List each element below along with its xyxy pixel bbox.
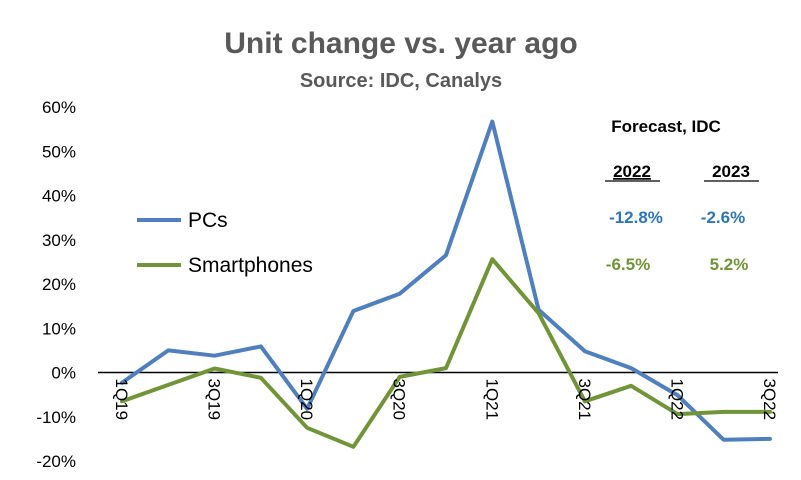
chart-title: Unit change vs. year ago [224, 27, 577, 60]
x-tick-label: 1Q19 [112, 379, 131, 421]
forecast-table: Forecast, IDC 2022 2023 -12.8% -2.6% -6.… [605, 117, 759, 274]
forecast-pcs-2023: -2.6% [701, 208, 745, 227]
y-axis: 60% 50% 40% 30% 20% 10% 0% -10% -20% [36, 98, 76, 471]
forecast-smartphones-2022: -6.5% [606, 255, 650, 274]
y-tick-label: 30% [42, 231, 76, 250]
forecast-pcs-2022: -12.8% [609, 208, 663, 227]
y-tick-label: 0% [51, 364, 76, 383]
x-tick-label: 1Q20 [297, 379, 316, 421]
legend: PCs Smartphones [137, 209, 313, 277]
y-tick-label: 40% [42, 187, 76, 206]
series-line-pcs [120, 119, 772, 442]
x-tick-label: 3Q21 [575, 379, 594, 421]
series-line-smartphones [120, 257, 772, 449]
chart-subtitle: Source: IDC, Canalys [300, 70, 502, 92]
forecast-year-2023: 2023 [712, 162, 750, 181]
x-tick-label: 1Q21 [482, 379, 501, 421]
plot-area [120, 119, 772, 449]
x-axis: 1Q19 3Q19 1Q20 3Q20 1Q21 3Q21 1Q22 3Q22 [112, 379, 779, 421]
legend-label-pcs: PCs [188, 209, 228, 232]
x-tick-label: 1Q22 [667, 379, 686, 421]
forecast-title: Forecast, IDC [611, 117, 721, 136]
y-tick-label: 10% [42, 319, 76, 338]
y-tick-label: 60% [42, 98, 76, 117]
x-tick-label: 3Q20 [390, 379, 409, 421]
y-tick-label: -20% [36, 452, 76, 471]
x-tick-label: 3Q19 [205, 379, 224, 421]
legend-label-smartphones: Smartphones [188, 254, 313, 277]
y-tick-label: 50% [42, 142, 76, 161]
y-tick-label: 20% [42, 275, 76, 294]
y-tick-label: -10% [36, 408, 76, 427]
forecast-smartphones-2023: 5.2% [710, 255, 749, 274]
x-tick-label: 3Q22 [760, 379, 779, 421]
forecast-year-2022: 2022 [613, 162, 651, 181]
